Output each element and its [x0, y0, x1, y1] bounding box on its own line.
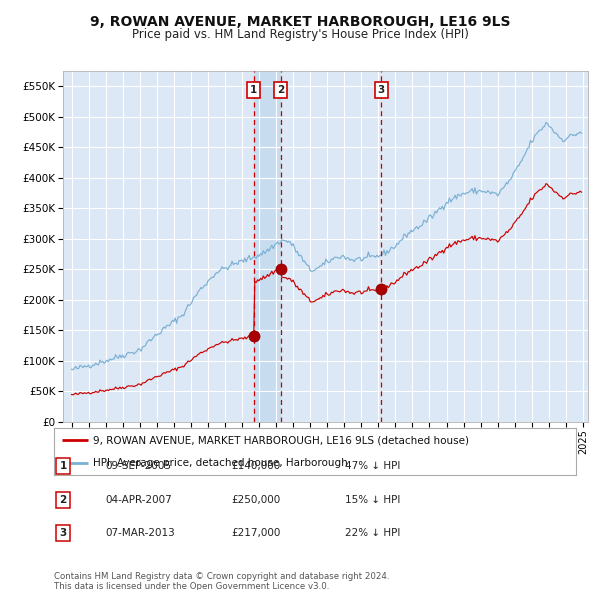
Text: 04-APR-2007: 04-APR-2007	[105, 495, 172, 504]
Text: 3: 3	[378, 86, 385, 96]
Text: This data is licensed under the Open Government Licence v3.0.: This data is licensed under the Open Gov…	[54, 582, 329, 590]
Text: Price paid vs. HM Land Registry's House Price Index (HPI): Price paid vs. HM Land Registry's House …	[131, 28, 469, 41]
Text: 2: 2	[59, 495, 67, 504]
Text: 9, ROWAN AVENUE, MARKET HARBOROUGH, LE16 9LS (detached house): 9, ROWAN AVENUE, MARKET HARBOROUGH, LE16…	[93, 435, 469, 445]
Bar	[254, 71, 280, 422]
Text: £140,000: £140,000	[231, 461, 280, 471]
Text: 3: 3	[59, 529, 67, 538]
Text: £250,000: £250,000	[231, 495, 280, 504]
Text: 1: 1	[250, 86, 257, 96]
Text: 2: 2	[277, 86, 284, 96]
Text: HPI: Average price, detached house, Harborough: HPI: Average price, detached house, Harb…	[93, 458, 348, 468]
Text: £217,000: £217,000	[231, 529, 280, 538]
Text: 15% ↓ HPI: 15% ↓ HPI	[345, 495, 400, 504]
Text: 07-MAR-2013: 07-MAR-2013	[105, 529, 175, 538]
Text: 9, ROWAN AVENUE, MARKET HARBOROUGH, LE16 9LS: 9, ROWAN AVENUE, MARKET HARBOROUGH, LE16…	[90, 15, 510, 29]
Text: 22% ↓ HPI: 22% ↓ HPI	[345, 529, 400, 538]
Text: 1: 1	[59, 461, 67, 471]
Text: 47% ↓ HPI: 47% ↓ HPI	[345, 461, 400, 471]
Text: Contains HM Land Registry data © Crown copyright and database right 2024.: Contains HM Land Registry data © Crown c…	[54, 572, 389, 581]
Text: 09-SEP-2005: 09-SEP-2005	[105, 461, 171, 471]
